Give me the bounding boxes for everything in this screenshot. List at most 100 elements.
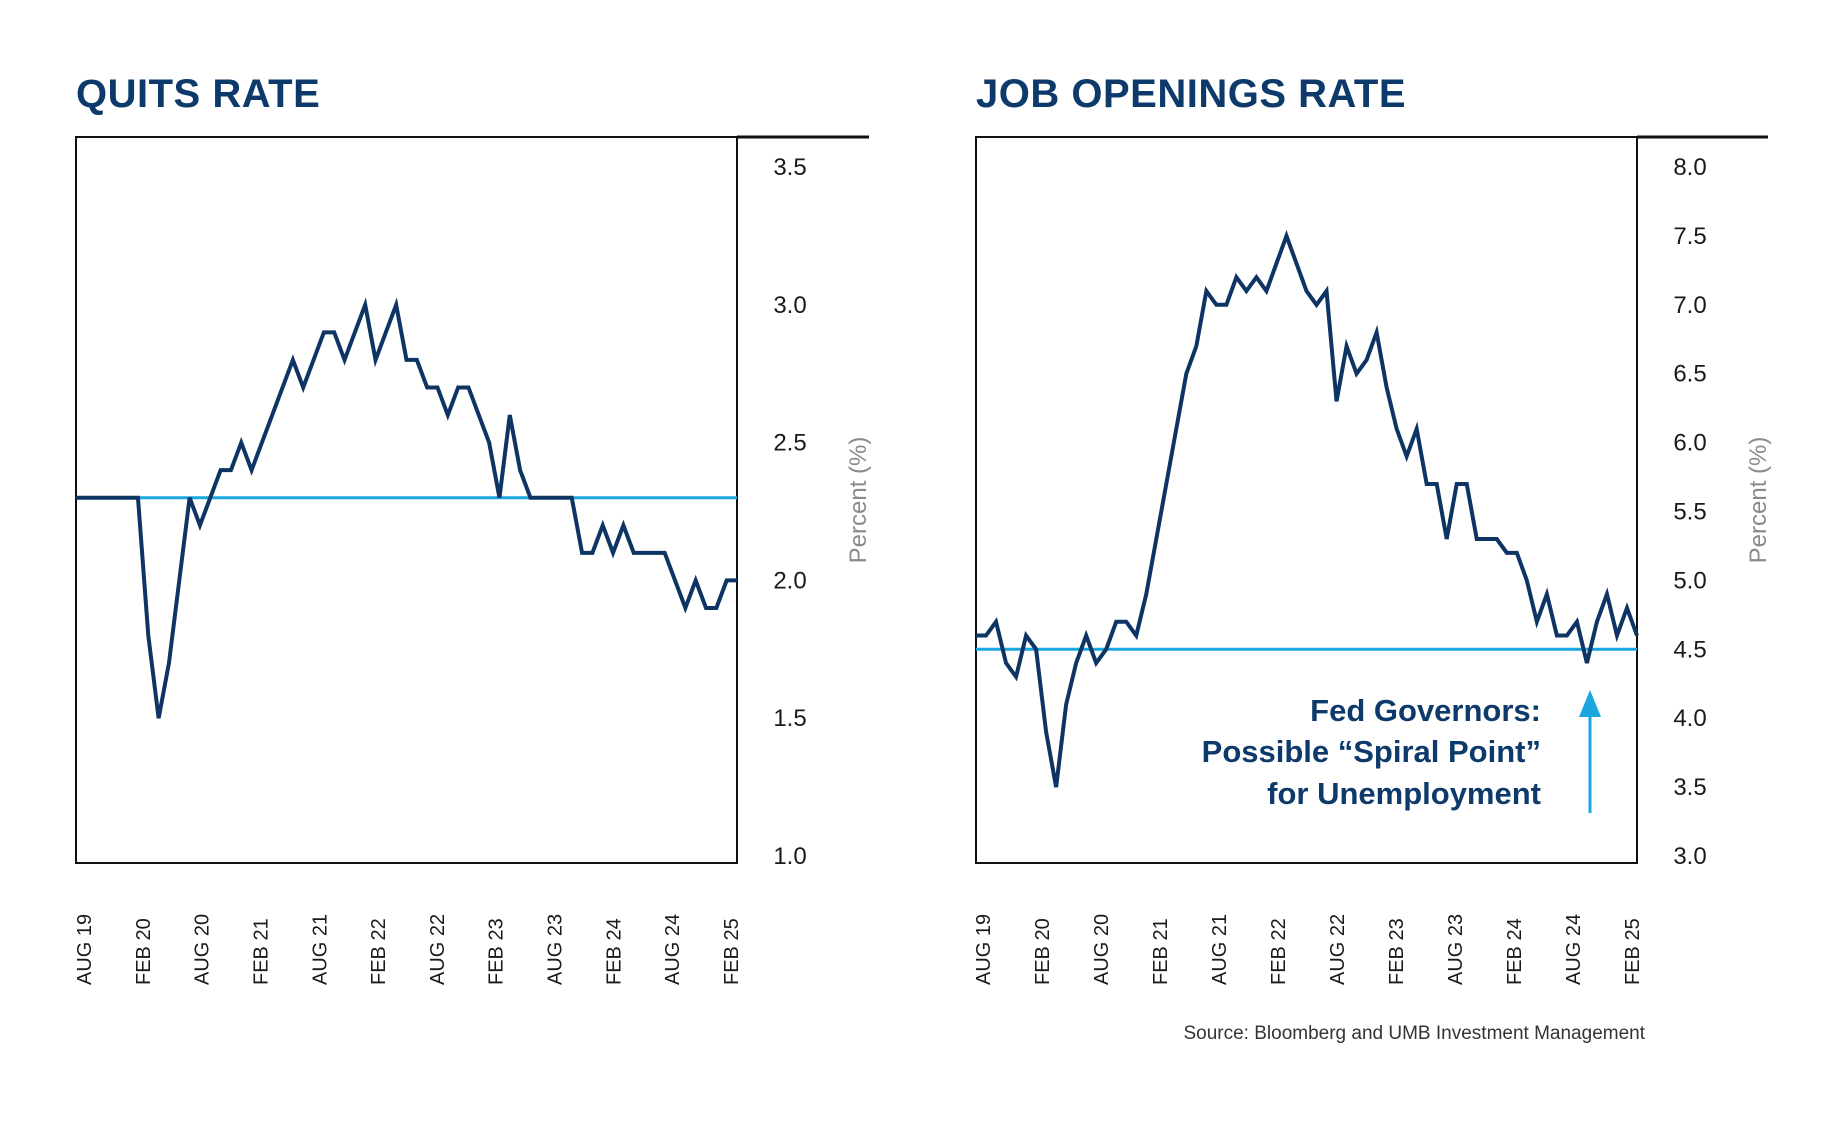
job-openings-data-point bbox=[1234, 275, 1238, 279]
job-openings-data-point bbox=[1054, 785, 1058, 789]
job-openings-data-point bbox=[1134, 634, 1138, 638]
job-openings-data-point bbox=[1465, 482, 1469, 486]
quits-data-point bbox=[105, 496, 109, 500]
job-openings-data-point bbox=[1625, 606, 1629, 610]
job-openings-y-tick-label: 6.5 bbox=[1673, 361, 1706, 388]
job-openings-x-tick-label: AUG 20 bbox=[1091, 914, 1113, 985]
job-openings-data-point bbox=[1174, 427, 1178, 431]
job-openings-data-point bbox=[1355, 372, 1359, 376]
quits-x-tick-label: FEB 22 bbox=[368, 918, 390, 985]
quits-data-point bbox=[363, 303, 367, 307]
quits-y-tick-label: 3.0 bbox=[773, 292, 806, 319]
job-openings-data-point bbox=[1385, 385, 1389, 389]
quits-data-point bbox=[621, 523, 625, 527]
quits-data-point bbox=[405, 358, 409, 362]
quits-data-point bbox=[198, 523, 202, 527]
quits-x-tick-label: FEB 23 bbox=[486, 918, 508, 985]
job-openings-x-tick-label: FEB 24 bbox=[1504, 918, 1526, 985]
quits-rate-chart: QUITS RATE 3.5 3.0 2.5 2.0 1.5 1.0 Percent (%… bbox=[74, 72, 872, 985]
quits-data-point bbox=[219, 468, 223, 472]
quits-data-point bbox=[590, 551, 594, 555]
job-openings-x-tick-label: AUG 22 bbox=[1327, 914, 1349, 985]
quits-data-point bbox=[528, 496, 532, 500]
quits-data-point bbox=[384, 330, 388, 334]
quits-y-tick-label: 3.5 bbox=[773, 154, 806, 181]
quits-data-point bbox=[332, 330, 336, 334]
job-openings-x-tick-label: FEB 25 bbox=[1622, 918, 1644, 985]
job-openings-data-point bbox=[1395, 427, 1399, 431]
job-openings-data-point bbox=[1635, 634, 1639, 638]
job-openings-title: JOB OPENINGS RATE bbox=[976, 72, 1406, 116]
quits-data-point bbox=[208, 496, 212, 500]
job-openings-data-point bbox=[1144, 592, 1148, 596]
quits-data-point bbox=[146, 634, 150, 638]
job-openings-data-point bbox=[1014, 675, 1018, 679]
source-note: Source: Bloomberg and UMB Investment Man… bbox=[1183, 1023, 1645, 1044]
job-openings-data-point bbox=[1455, 482, 1459, 486]
job-openings-data-point bbox=[1114, 620, 1118, 624]
job-openings-data-point bbox=[1254, 275, 1258, 279]
job-openings-data-point bbox=[1194, 344, 1198, 348]
job-openings-data-point bbox=[1305, 289, 1309, 293]
quits-data-point bbox=[435, 385, 439, 389]
job-openings-x-tick-label: AUG 24 bbox=[1563, 914, 1585, 985]
job-openings-data-point bbox=[1124, 620, 1128, 624]
job-openings-data-point bbox=[1515, 551, 1519, 555]
job-openings-x-tick-label: AUG 23 bbox=[1445, 914, 1467, 985]
quits-data-point bbox=[642, 551, 646, 555]
job-openings-data-point bbox=[1585, 661, 1589, 665]
quits-data-point bbox=[466, 385, 470, 389]
job-openings-y-tick-label: 6.0 bbox=[1673, 430, 1706, 457]
job-openings-data-point bbox=[1184, 372, 1188, 376]
quits-data-point bbox=[126, 496, 130, 500]
quits-x-tick-label: AUG 24 bbox=[662, 914, 684, 985]
quits-data-point bbox=[580, 551, 584, 555]
job-openings-x-tick-label: AUG 19 bbox=[973, 914, 995, 985]
job-openings-data-point bbox=[1505, 551, 1509, 555]
job-openings-data-point bbox=[1575, 620, 1579, 624]
quits-data-point bbox=[497, 496, 501, 500]
job-openings-x-tick-label: AUG 21 bbox=[1209, 914, 1231, 985]
quits-data-point bbox=[95, 496, 99, 500]
quits-data-point bbox=[735, 578, 739, 582]
quits-data-point bbox=[353, 330, 357, 334]
job-openings-data-point bbox=[1485, 537, 1489, 541]
job-openings-data-point bbox=[1004, 661, 1008, 665]
quits-data-point bbox=[84, 496, 88, 500]
job-openings-y-tick-label: 3.5 bbox=[1673, 774, 1706, 801]
job-openings-x-tick-label: FEB 21 bbox=[1150, 918, 1172, 985]
job-openings-y-tick-label: 5.5 bbox=[1673, 499, 1706, 526]
job-openings-data-point bbox=[1545, 592, 1549, 596]
job-openings-data-point bbox=[1064, 702, 1068, 706]
job-openings-data-point bbox=[1605, 592, 1609, 596]
job-openings-data-point bbox=[1274, 261, 1278, 265]
job-openings-data-point bbox=[1405, 454, 1409, 458]
quits-data-point bbox=[725, 578, 729, 582]
quits-data-point bbox=[312, 358, 316, 362]
quits-y-tick-label: 1.5 bbox=[773, 705, 806, 732]
job-openings-y-tick-label: 8.0 bbox=[1673, 154, 1706, 181]
spiral-point-annotation: Fed Governors: Possible “Spiral Point” f… bbox=[1202, 690, 1601, 813]
job-openings-data-point bbox=[1325, 289, 1329, 293]
job-openings-data-point bbox=[994, 620, 998, 624]
job-openings-data-point bbox=[1094, 661, 1098, 665]
job-openings-y-tick-label: 4.5 bbox=[1673, 636, 1706, 663]
quits-x-tick-label: AUG 20 bbox=[192, 914, 214, 985]
job-openings-x-tick-label: FEB 23 bbox=[1386, 918, 1408, 985]
quits-data-point bbox=[683, 606, 687, 610]
job-openings-data-point bbox=[1034, 647, 1038, 651]
quits-rate-points bbox=[74, 303, 739, 720]
job-openings-data-point bbox=[1294, 261, 1298, 265]
job-openings-data-point bbox=[1335, 399, 1339, 403]
job-openings-data-point bbox=[1495, 537, 1499, 541]
job-openings-y-axis: 8.0 7.5 7.0 6.5 6.0 5.5 5.0 4.5 4.0 3.5 3.0 bbox=[1673, 154, 1706, 870]
job-openings-data-point bbox=[1084, 634, 1088, 638]
quits-data-point bbox=[115, 496, 119, 500]
quits-data-point bbox=[601, 523, 605, 527]
job-openings-data-point bbox=[1365, 358, 1369, 362]
job-openings-data-point bbox=[1475, 537, 1479, 541]
job-openings-plot-frame bbox=[975, 136, 1638, 864]
job-openings-data-point bbox=[1244, 289, 1248, 293]
job-openings-data-point bbox=[1214, 303, 1218, 307]
quits-data-point bbox=[188, 496, 192, 500]
